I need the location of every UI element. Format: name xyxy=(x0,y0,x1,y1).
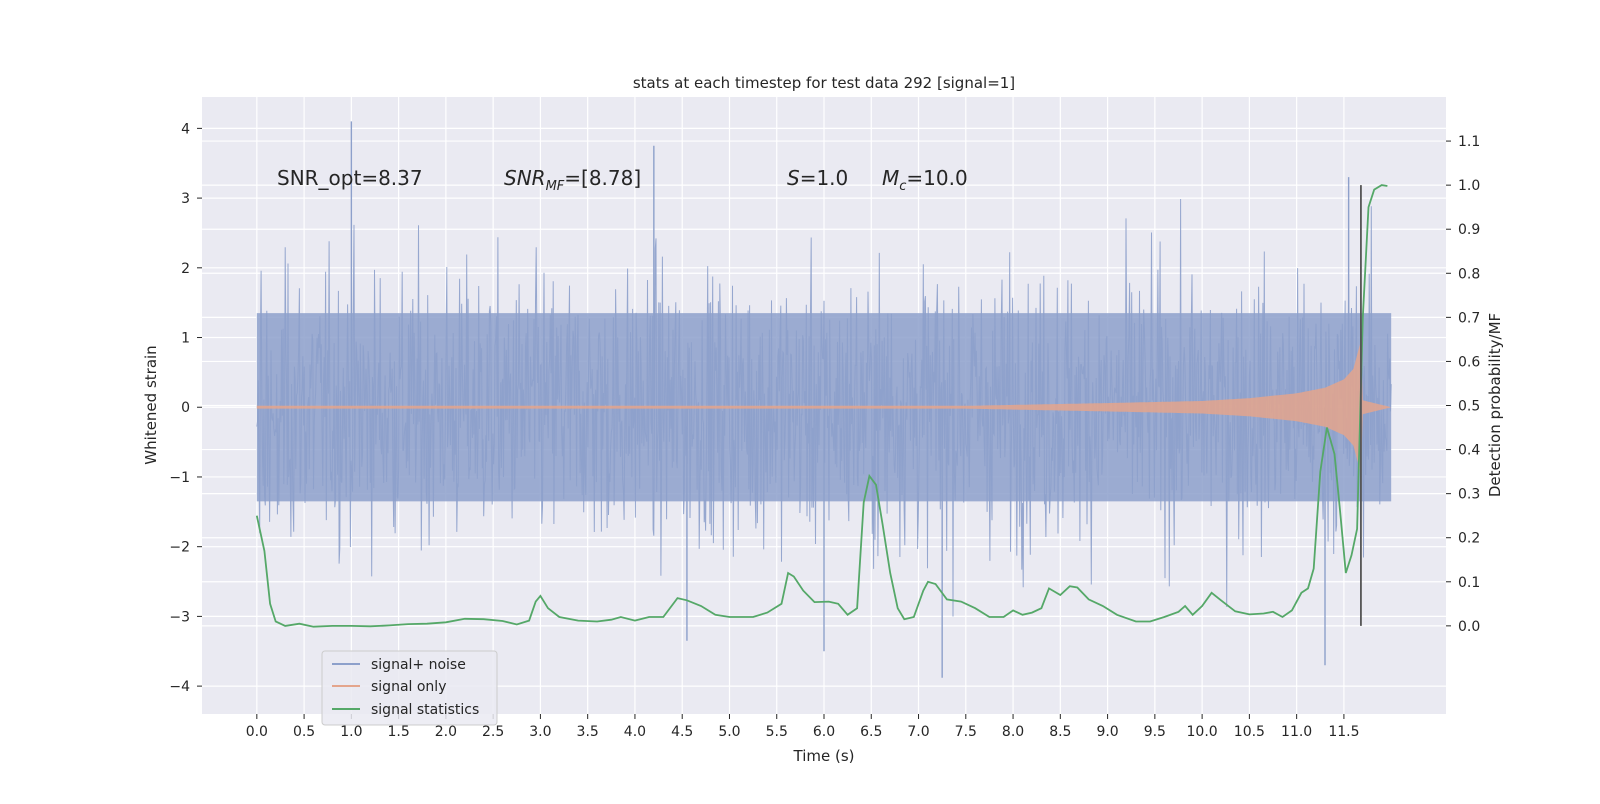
y-left-tick-label: −1 xyxy=(169,470,190,486)
x-tick-label: 2.5 xyxy=(482,724,504,740)
y-left-tick-label: 2 xyxy=(181,261,190,277)
annotation-snr-mf-sub: MF xyxy=(546,179,565,194)
y-right-tick-label: 0.0 xyxy=(1458,619,1480,635)
x-tick-label: 7.5 xyxy=(955,724,977,740)
x-tick-label: 5.0 xyxy=(718,724,740,740)
y-right-tick-label: 0.6 xyxy=(1458,354,1480,370)
annotation-snr-opt: SNR_opt=8.37 xyxy=(277,166,423,190)
signal-only-series xyxy=(256,341,1392,474)
y-right-axis-ticks: 1.1 1.0 0.9 0.8 0.7 0.6 0.5 0.4 0.3 0.2 0.1 0.0 xyxy=(1446,134,1480,635)
annotation-snr-mf: SNRMF=[8.78] xyxy=(504,166,641,194)
x-tick-label: 4.0 xyxy=(624,724,646,740)
signal-noise-line xyxy=(256,198,1392,617)
y-right-axis-label: Detection probability/MF xyxy=(1486,313,1504,497)
y-left-tick-label: 0 xyxy=(181,400,190,416)
annotation-s: S=1.0 xyxy=(787,166,848,190)
y-left-tick-label: 1 xyxy=(181,331,190,347)
y-right-tick-label: 0.9 xyxy=(1458,222,1480,238)
annotation-mc: Mc=10.0 xyxy=(882,166,968,194)
legend-box xyxy=(321,650,498,726)
x-tick-label: 6.5 xyxy=(860,724,882,740)
x-tick-label: 11.0 xyxy=(1281,724,1312,740)
x-tick-label: 3.5 xyxy=(577,724,599,740)
legend-label-signal-statistics: signal statistics xyxy=(371,702,479,718)
annotation-s-symbol: S xyxy=(787,166,800,190)
annotation-s-value: =1.0 xyxy=(800,166,849,190)
y-left-tick-label: −4 xyxy=(169,679,190,695)
y-right-tick-label: 0.7 xyxy=(1458,310,1480,326)
y-left-tick-label: −2 xyxy=(169,540,190,556)
x-tick-label: 10.5 xyxy=(1234,724,1265,740)
annotation-mc-value: =10.0 xyxy=(906,166,967,190)
x-tick-label: 7.0 xyxy=(907,724,929,740)
x-tick-label: 1.5 xyxy=(387,724,409,740)
x-tick-label: 10.0 xyxy=(1187,724,1218,740)
signal-statistics-line xyxy=(255,184,1388,628)
legend-label-signal-only: signal only xyxy=(371,679,446,695)
x-tick-label: 0.5 xyxy=(293,724,315,740)
y-left-tick-label: 3 xyxy=(181,191,190,207)
y-right-tick-label: 0.8 xyxy=(1458,266,1480,282)
y-right-tick-label: 0.5 xyxy=(1458,399,1480,415)
y-right-tick-label: 0.2 xyxy=(1458,531,1480,547)
y-left-axis-ticks: 4 3 2 1 0 −1 −2 −3 −4 xyxy=(169,121,202,695)
legend: signal+ noise signal only signal statist… xyxy=(321,650,498,726)
x-tick-label: 5.5 xyxy=(766,724,788,740)
annotation-mc-sub: c xyxy=(899,179,906,194)
x-tick-label: 11.5 xyxy=(1328,724,1359,740)
legend-label-signal-noise: signal+ noise xyxy=(371,657,466,673)
signal-statistics-series xyxy=(255,184,1388,628)
signal-only-envelope xyxy=(256,341,1392,474)
x-axis-ticks: 0.0 0.5 1.0 1.5 2.0 2.5 3.0 3.5 4.0 4.5 5.0 5.5 6.0 6… xyxy=(246,714,1359,740)
x-tick-label: 3.0 xyxy=(529,724,551,740)
x-tick-label: 8.0 xyxy=(1002,724,1024,740)
annotation-snr-mf-value: =[8.78] xyxy=(564,166,641,190)
y-right-tick-label: 0.4 xyxy=(1458,443,1480,459)
y-right-tick-label: 1.0 xyxy=(1458,178,1480,194)
x-tick-label: 6.0 xyxy=(813,724,835,740)
x-axis-label: Time (s) xyxy=(793,747,855,765)
annotation-snr-mf-main: SNR xyxy=(504,166,546,190)
y-right-tick-label: 0.1 xyxy=(1458,575,1480,591)
x-tick-label: 2.0 xyxy=(435,724,457,740)
y-right-tick-label: 0.3 xyxy=(1458,487,1480,503)
x-tick-label: 9.5 xyxy=(1144,724,1166,740)
annotation-mc-main: M xyxy=(882,166,899,190)
y-right-tick-label: 1.1 xyxy=(1458,134,1480,150)
annotations: SNR_opt=8.37 SNRMF=[8.78] S=1.0 Mc=10.0 xyxy=(277,166,968,194)
y-left-tick-label: −3 xyxy=(169,609,190,625)
y-left-tick-label: 4 xyxy=(181,121,190,137)
chart-title: stats at each timestep for test data 292… xyxy=(633,74,1015,92)
y-left-axis-label: Whitened strain xyxy=(142,345,160,464)
x-tick-label: 4.5 xyxy=(671,724,693,740)
x-tick-label: 9.0 xyxy=(1096,724,1118,740)
x-tick-label: 8.5 xyxy=(1049,724,1071,740)
x-tick-label: 0.0 xyxy=(246,724,268,740)
x-tick-label: 1.0 xyxy=(340,724,362,740)
